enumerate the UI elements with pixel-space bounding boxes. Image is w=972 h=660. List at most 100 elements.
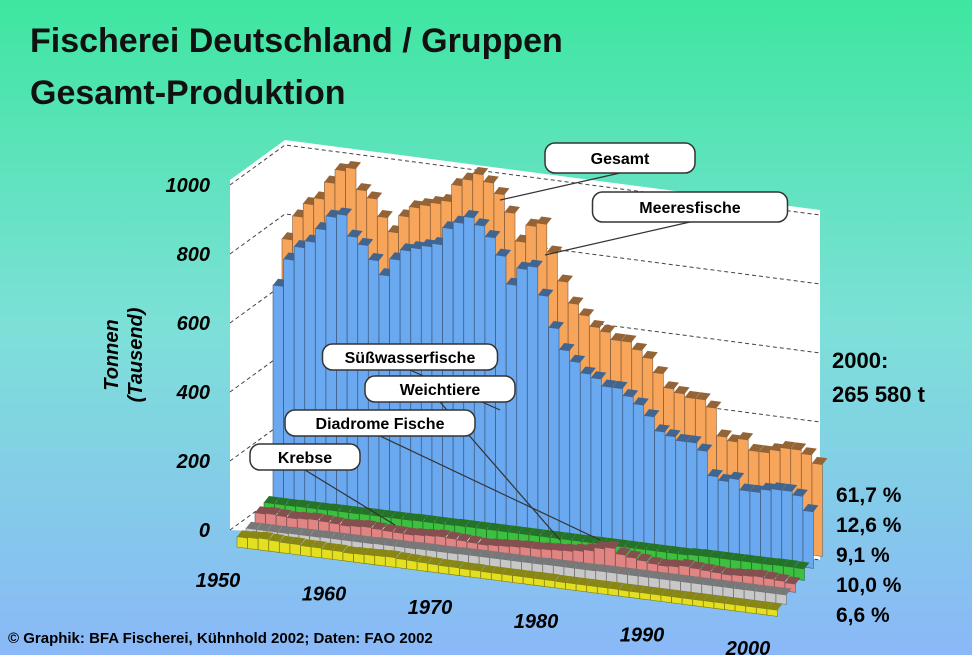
- bar-top: [666, 545, 683, 554]
- bar-top: [527, 259, 543, 268]
- bar: [548, 327, 560, 537]
- bar-top: [767, 602, 783, 611]
- bar-top: [406, 553, 422, 562]
- bar-top: [265, 506, 281, 515]
- bar: [669, 579, 681, 592]
- bar-top: [352, 534, 368, 543]
- bar-top: [714, 595, 730, 604]
- bar-top: [597, 580, 613, 589]
- bar: [406, 559, 418, 571]
- bar: [279, 541, 291, 555]
- bar-top: [401, 512, 418, 521]
- bar-top: [707, 469, 723, 477]
- y-tick-label: 600: [177, 313, 210, 335]
- bar-top: [341, 533, 357, 542]
- bar-top: [468, 548, 484, 557]
- bar-top: [569, 354, 586, 363]
- bar: [637, 575, 649, 588]
- x-tick-label: 2000: [725, 638, 771, 655]
- bar-top: [751, 555, 767, 564]
- bar-top: [368, 252, 384, 261]
- bar-top: [615, 547, 631, 556]
- bar-top: [383, 538, 400, 547]
- bar: [728, 477, 740, 560]
- bar-top: [762, 557, 778, 565]
- bar-top: [617, 566, 633, 575]
- bar-top: [405, 541, 421, 549]
- bar-top: [772, 558, 789, 566]
- bar: [357, 243, 369, 512]
- bar-top: [374, 548, 391, 557]
- bar-top: [557, 274, 573, 283]
- bar: [622, 395, 634, 546]
- bar-top: [308, 512, 324, 521]
- bar-top: [595, 564, 612, 572]
- bar: [607, 587, 619, 597]
- bar: [289, 543, 301, 556]
- bar-top: [311, 540, 327, 549]
- bar-top: [343, 545, 359, 554]
- bar-top: [763, 571, 780, 580]
- bar-top: [801, 447, 817, 455]
- bar-top: [665, 429, 681, 437]
- callout-line: [304, 469, 396, 526]
- bar: [611, 386, 623, 545]
- bar-top: [576, 577, 592, 586]
- bar-top: [674, 386, 690, 394]
- bar-top: [548, 320, 564, 329]
- bar: [597, 586, 609, 595]
- bar-top: [697, 443, 713, 452]
- bar: [537, 294, 549, 535]
- bar-top: [612, 380, 628, 389]
- bar-top: [494, 186, 510, 195]
- bar-top: [794, 561, 810, 570]
- bar-top: [370, 508, 386, 517]
- bar-top: [724, 596, 740, 605]
- bar: [332, 549, 344, 561]
- bar: [505, 283, 517, 531]
- bar-top: [688, 547, 704, 556]
- bar: [739, 489, 751, 561]
- bar-top: [426, 543, 442, 552]
- bar-top: [606, 565, 622, 574]
- bar-top: [483, 175, 499, 184]
- bar-top: [670, 573, 686, 582]
- bar-top: [631, 342, 648, 351]
- bar-top: [504, 205, 520, 214]
- bar-top: [320, 530, 336, 539]
- bar-top: [373, 536, 389, 545]
- bar: [696, 449, 708, 556]
- bar: [654, 430, 666, 550]
- bar-top: [465, 520, 481, 528]
- bar-top: [267, 524, 283, 533]
- bar-top: [476, 521, 492, 530]
- bar-top: [578, 308, 595, 317]
- bar-top: [721, 567, 737, 576]
- bar-top: [433, 516, 449, 525]
- bar-top: [560, 532, 577, 541]
- bar: [522, 576, 534, 586]
- bar-top: [427, 557, 444, 565]
- bar: [616, 572, 628, 585]
- bar-top: [753, 569, 769, 578]
- bar: [601, 385, 613, 543]
- legend-label: Süßwasserfische: [345, 350, 476, 367]
- bar-top: [638, 569, 654, 578]
- chart-subtitle: Gesamt-Produktion: [30, 74, 345, 112]
- bar-top: [264, 495, 280, 504]
- bar-top: [518, 526, 534, 535]
- bar-top: [701, 577, 718, 586]
- bar-top: [321, 542, 338, 551]
- bar-top: [366, 191, 383, 200]
- bar-top: [559, 343, 575, 351]
- bar: [416, 561, 428, 572]
- bar: [527, 265, 539, 534]
- bar-top: [364, 547, 380, 556]
- bar-top: [691, 576, 707, 585]
- bar-top: [256, 523, 272, 531]
- y-tick-label: 800: [177, 244, 210, 266]
- bar-top: [803, 504, 819, 512]
- bar-top: [661, 588, 677, 597]
- bar-top: [449, 560, 465, 569]
